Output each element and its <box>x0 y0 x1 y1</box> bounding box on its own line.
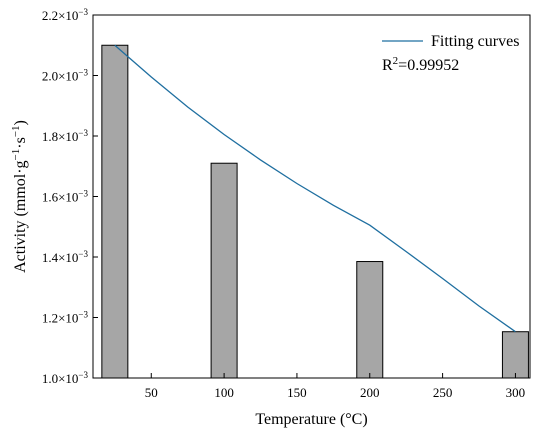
legend: Fitting curves R2=0.99952 <box>382 33 519 74</box>
r-squared-value: =0.99952 <box>398 57 459 74</box>
x-tick-label-300: 300 <box>506 385 526 400</box>
x-axis-title: Temperature (°C) <box>255 411 367 428</box>
y-axis-title: Activity (mmol·g−1·s−1) <box>10 120 29 273</box>
x-tick-label-150: 150 <box>287 385 307 400</box>
y-axis-title-sup2: −1 <box>10 125 22 137</box>
y-tick-label-4: 1.8×10−3 <box>42 128 89 144</box>
r-squared-annotation: R2=0.99952 <box>382 55 459 74</box>
bar-200 <box>356 261 384 379</box>
y-tick-label-3: 1.6×10−3 <box>42 189 89 205</box>
y-axis-title-part1: Activity (mmol·g <box>12 160 29 272</box>
y-tick-label-0: 1.0×10−3 <box>42 370 89 386</box>
y-tick-label-1: 1.2×10−3 <box>42 310 89 326</box>
y-axis-title-sup1: −1 <box>10 149 22 161</box>
plot-frame <box>92 14 531 379</box>
r-squared-sup: 2 <box>393 55 399 67</box>
bar-100 <box>210 162 238 379</box>
x-tick-label-250: 250 <box>433 385 453 400</box>
y-axis-title-part2: ·s <box>12 137 29 149</box>
y-axis-ticks: 1.0×10−3 1.2×10−3 1.4×10−3 1.6×10−3 1.8×10−3… <box>42 7 98 386</box>
y-tick-label-2: 1.4×10−3 <box>42 249 89 265</box>
r-squared-prefix: R <box>382 57 393 74</box>
fitting-curve-line <box>114 44 516 333</box>
bar-300 <box>501 331 529 379</box>
x-tick-label-200: 200 <box>360 385 380 400</box>
y-tick-label-6: 2.2×10−3 <box>42 7 89 23</box>
bar-25 <box>101 44 129 379</box>
bar-series <box>101 44 529 379</box>
x-tick-label-100: 100 <box>214 385 234 400</box>
y-tick-label-5: 2.0×10−3 <box>42 68 89 84</box>
y-axis-title-part3: ) <box>12 120 29 125</box>
legend-label-fitting-curves: Fitting curves <box>431 33 519 50</box>
x-axis-ticks: 50 100 150 200 250 300 <box>145 373 525 400</box>
x-tick-label-50: 50 <box>145 385 158 400</box>
